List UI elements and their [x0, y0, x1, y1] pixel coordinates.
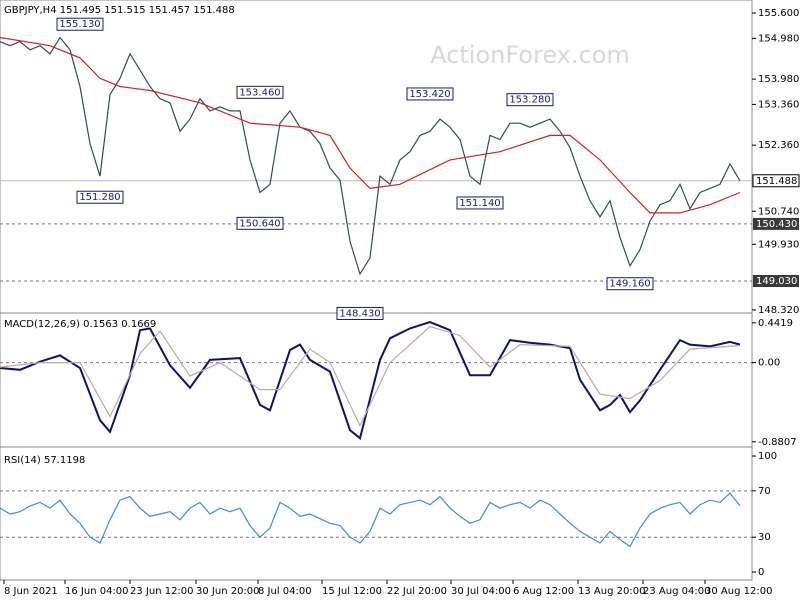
x-tick-label: 6 Aug 12:00: [513, 586, 574, 597]
annotation-box: [236, 85, 284, 99]
x-tick-label: 8 Jun 2021: [4, 586, 58, 597]
series-line: [0, 36, 741, 214]
y-tick-label: 155.600: [758, 8, 799, 19]
annotation-label: 155.130: [59, 19, 100, 30]
annotation-box: [336, 306, 384, 320]
panel-title: RSI(14) 57.1198: [4, 455, 85, 466]
series-line: [0, 325, 741, 427]
plot-frame: [0, 0, 753, 581]
annotation-box: [76, 190, 124, 204]
y-tick-label: 100: [758, 451, 777, 462]
y-tick-label: 0.4419: [758, 318, 793, 329]
y-tick-label: 70: [758, 486, 771, 497]
annotation-label: 151.280: [79, 192, 120, 203]
annotation-label: 149.160: [609, 279, 650, 290]
level-label-box: [753, 217, 799, 230]
x-tick-label: 15 Jul 12:00: [322, 586, 382, 597]
x-tick-label: 13 Aug 20:00: [578, 586, 645, 597]
y-tick-label: 149.930: [758, 239, 799, 250]
annotation-box: [406, 87, 454, 101]
annotation-box: [456, 196, 504, 210]
y-tick-label: 154.980: [758, 33, 799, 44]
panel-title: GBPJPY,H4 151.495 151.515 151.457 151.48…: [4, 5, 235, 16]
annotation-label: 148.430: [339, 308, 380, 319]
last-price-box: [752, 174, 800, 188]
level-label-box: [753, 275, 799, 288]
y-tick-label: 0.00: [758, 358, 780, 369]
annotation-box: [56, 17, 104, 31]
annotation-label: 153.280: [509, 95, 550, 106]
y-tick-label: 153.360: [758, 99, 799, 110]
y-tick-label: 0: [758, 567, 764, 578]
x-tick-label: 22 Jul 20:00: [387, 586, 447, 597]
watermark: ActionForex.com: [430, 41, 630, 69]
annotation-box: [236, 216, 284, 230]
annotation-box: [506, 93, 554, 107]
y-tick-label: 153.980: [758, 74, 799, 85]
series-line: [0, 321, 741, 440]
panel-title: MACD(12,26,9) 0.1563 0.1669: [4, 319, 156, 330]
annotation-label: 153.460: [239, 87, 280, 98]
y-tick-label: 148.320: [758, 305, 799, 316]
series-line: [0, 492, 741, 548]
y-tick-label: -0.8807: [758, 437, 797, 448]
x-tick-label: 8 Jul 04:00: [258, 586, 312, 597]
x-tick-label: 30 Jun 20:00: [196, 586, 260, 597]
annotation-box: [606, 277, 654, 291]
x-tick-label: 30 Aug 12:00: [705, 586, 772, 597]
x-tick-label: 16 Jun 04:00: [65, 586, 129, 597]
y-tick-label: 152.360: [758, 140, 799, 151]
annotation-label: 150.640: [239, 218, 280, 229]
level-label: 150.430: [756, 219, 797, 230]
x-tick-label: 23 Jun 12:00: [130, 586, 194, 597]
y-tick-label: 150.740: [758, 206, 799, 217]
series-line: [0, 36, 741, 276]
annotation-label: 153.420: [409, 89, 450, 100]
last-price-label: 151.488: [756, 176, 797, 187]
y-tick-label: 30: [758, 532, 771, 543]
level-label: 149.030: [756, 276, 797, 287]
annotation-label: 151.140: [459, 198, 500, 209]
x-tick-label: 23 Aug 04:00: [643, 586, 710, 597]
x-tick-label: 30 Jul 04:00: [451, 586, 511, 597]
